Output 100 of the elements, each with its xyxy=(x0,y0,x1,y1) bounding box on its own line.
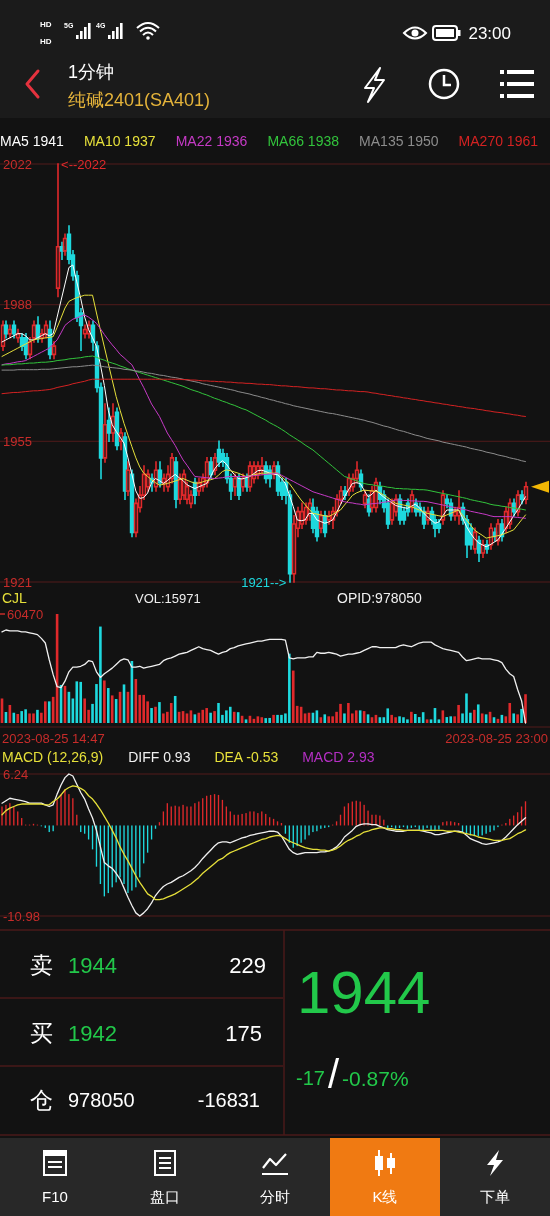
annotation: <--2022 xyxy=(61,156,107,172)
candlestick xyxy=(114,407,120,451)
candlestick xyxy=(125,461,131,496)
candlestick xyxy=(259,457,265,476)
bar xyxy=(413,713,417,723)
bar xyxy=(20,711,23,723)
candlestick xyxy=(82,324,88,339)
bar xyxy=(201,709,205,723)
text: MA135 1950 xyxy=(359,133,439,149)
candlestick xyxy=(472,527,478,554)
candlestick xyxy=(425,506,431,525)
candlestick xyxy=(43,320,49,339)
candlestick xyxy=(157,461,163,488)
bar xyxy=(264,718,268,723)
bar xyxy=(36,709,39,723)
bar xyxy=(162,713,165,723)
text: -16831 xyxy=(197,1089,260,1111)
text: 分时 xyxy=(260,1187,290,1205)
text: HD xyxy=(40,19,52,29)
candlestick xyxy=(440,490,446,525)
candlestick xyxy=(342,486,348,501)
bar xyxy=(476,704,480,723)
candlestick xyxy=(173,457,179,509)
y-tick-label: -10.98 xyxy=(3,908,40,924)
bar xyxy=(209,712,212,723)
candlestick xyxy=(204,457,210,488)
bar xyxy=(508,702,512,723)
candlestick xyxy=(0,320,6,352)
bar xyxy=(28,713,31,723)
bar xyxy=(473,709,476,723)
candlestick xyxy=(118,428,124,451)
bar xyxy=(480,713,484,723)
bar xyxy=(272,714,275,723)
bar xyxy=(410,711,413,723)
candlestick xyxy=(59,241,65,260)
candlestick xyxy=(62,233,68,256)
candlestick xyxy=(519,490,525,505)
candlestick xyxy=(15,328,21,343)
candlestick xyxy=(456,490,462,525)
bar xyxy=(386,708,390,723)
bar xyxy=(79,681,83,723)
candlestick xyxy=(515,490,521,517)
y-tick-label: 2022 xyxy=(3,156,32,172)
candlestick xyxy=(507,498,513,529)
bar xyxy=(449,716,453,723)
text: / xyxy=(327,1052,340,1096)
candlestick xyxy=(216,440,222,467)
candlestick xyxy=(373,477,379,513)
bar xyxy=(106,688,110,723)
candlestick xyxy=(181,469,187,501)
bar xyxy=(213,711,216,723)
bar xyxy=(465,693,468,723)
bar xyxy=(47,701,51,723)
text: 23:00 xyxy=(468,23,511,43)
candlestick xyxy=(106,407,112,443)
bar xyxy=(260,717,264,723)
candlestick xyxy=(212,452,218,476)
candlestick xyxy=(307,498,313,521)
bar xyxy=(516,714,519,723)
text: 2023-08-25 14:47 xyxy=(2,730,105,746)
candlestick xyxy=(208,457,214,480)
candlestick xyxy=(7,324,13,339)
chart-title: MACD (12,26,9) xyxy=(2,749,104,765)
text: HD xyxy=(40,36,52,46)
bar xyxy=(16,713,20,723)
line-series xyxy=(1,785,527,901)
candlestick xyxy=(255,461,261,480)
text: -17 xyxy=(296,1067,325,1089)
bar xyxy=(150,708,153,723)
y-tick-label: 60470 xyxy=(7,606,44,622)
candlestick xyxy=(318,510,324,534)
bar xyxy=(217,702,220,723)
text: MACD 2.93 xyxy=(302,749,375,765)
bar xyxy=(347,702,350,723)
text: DIFF 0.93 xyxy=(128,749,191,765)
text: MA66 1938 xyxy=(267,133,340,149)
y-tick-label: 1921 xyxy=(3,574,32,590)
bar xyxy=(339,703,342,723)
bar xyxy=(110,695,114,723)
line-series xyxy=(1,314,526,519)
text: 978050 xyxy=(68,1089,135,1111)
candlestick xyxy=(51,341,57,360)
bar xyxy=(225,710,228,723)
bar xyxy=(24,709,27,723)
annotation: 1921--> xyxy=(241,574,287,590)
text: MA10 1937 xyxy=(83,133,156,149)
candlestick xyxy=(177,473,183,505)
text: K线 xyxy=(372,1187,398,1205)
candlestick xyxy=(240,473,246,492)
bar xyxy=(520,708,523,723)
bar xyxy=(32,713,35,723)
candlestick xyxy=(326,510,332,525)
bar xyxy=(158,702,161,723)
bar xyxy=(394,717,397,723)
candlestick xyxy=(362,490,368,509)
candlestick xyxy=(102,403,108,463)
bar xyxy=(323,714,327,723)
text: MA22 1936 xyxy=(175,133,248,149)
candlestick xyxy=(23,332,29,360)
bar xyxy=(457,704,460,723)
